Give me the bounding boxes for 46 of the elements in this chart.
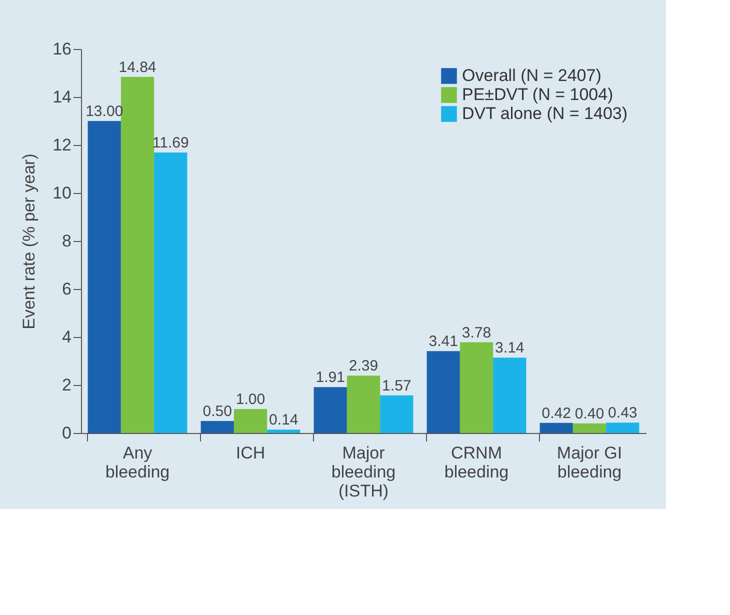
bar [200,421,234,433]
bar [460,342,494,433]
data-label: 3.41 [428,333,458,350]
x-tick-label: Major GI bleeding [556,444,622,482]
data-label: 2.39 [348,358,378,375]
y-tick-label: 10 [52,184,72,202]
data-label: 0.43 [608,404,638,422]
data-label: 3.14 [495,340,524,357]
data-label: 0.40 [574,405,604,422]
x-tick-label: Any bleeding [105,444,170,482]
data-label: 14.84 [118,58,156,76]
data-label: 1.91 [316,369,345,386]
y-tick-label: 12 [52,136,72,154]
bar [606,422,640,433]
data-label: 0.50 [202,403,232,420]
bar [314,387,347,433]
y-tick-label: 6 [62,280,72,298]
y-tick-label: 0 [62,424,72,442]
y-axis-title: Event rate (% per year) [20,154,39,330]
bar [154,152,188,433]
bar [572,423,606,433]
y-tick-label: 16 [52,40,72,58]
data-label: 0.42 [542,404,571,422]
y-tick-label: 14 [52,88,72,106]
bar [234,409,268,433]
legend-label: Overall (N = 2407) [462,66,602,85]
data-label: 1.57 [382,377,412,394]
x-tick-label: ICH [236,444,266,462]
bar [426,351,460,433]
bar [540,422,573,433]
bar [493,358,526,433]
data-label: 3.78 [462,324,492,342]
y-tick-label: 4 [62,328,72,346]
data-label: 0.14 [269,412,298,429]
x-tick-label: Major bleeding (ISTH) [331,444,396,500]
y-tick-label: 8 [62,232,72,250]
bar [120,76,154,433]
y-tick-label: 2 [62,376,72,394]
bar [267,430,300,433]
legend-label: DVT alone (N = 1403) [462,104,628,123]
legend-label: PE±DVT (N = 1004) [462,85,614,104]
bar [380,395,414,433]
x-tick-label: CRNM bleeding [444,444,509,482]
bar [88,121,121,433]
data-label: 1.00 [236,391,266,408]
bar [346,376,380,433]
